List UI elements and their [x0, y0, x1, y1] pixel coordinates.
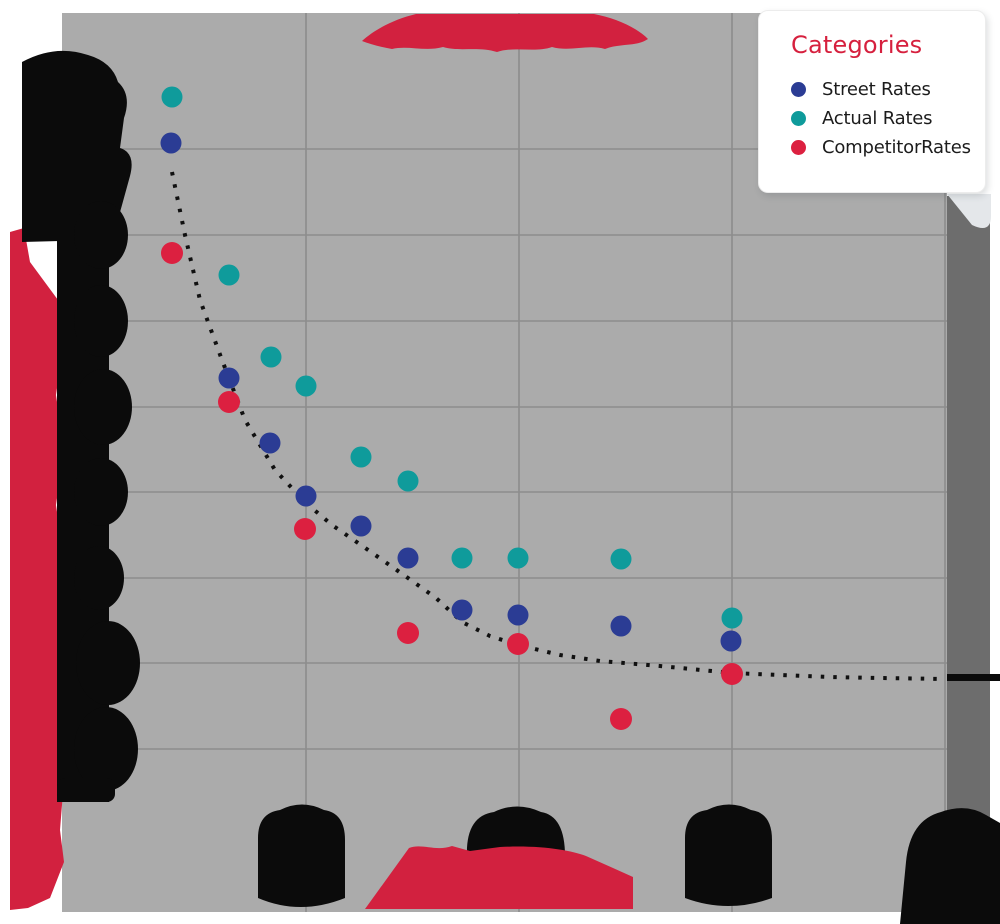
data-point[interactable] [397, 547, 419, 569]
data-point[interactable] [161, 242, 183, 264]
redacted-y-tick-blob [74, 707, 138, 791]
legend-corner-fold [947, 194, 991, 228]
legend-item-label: Actual Rates [822, 108, 933, 129]
redacted-y-tick-blob [74, 201, 128, 269]
data-point[interactable] [720, 630, 742, 652]
redacted-y-tick-blob [74, 369, 132, 445]
data-point[interactable] [721, 663, 743, 685]
data-point[interactable] [507, 633, 529, 655]
data-point[interactable] [610, 615, 632, 637]
data-point[interactable] [451, 547, 473, 569]
data-point[interactable] [721, 607, 743, 629]
data-point[interactable] [451, 599, 473, 621]
legend-item-street-rates[interactable]: Street Rates [791, 75, 985, 104]
data-point[interactable] [218, 264, 240, 286]
actual-rates-dot-icon [791, 111, 806, 126]
data-point[interactable] [295, 485, 317, 507]
legend-title: Categories [791, 31, 923, 59]
redacted-y-tick-blob [76, 621, 140, 705]
legend: Categories Street Rates Actual Rates Com… [758, 10, 986, 193]
data-point[interactable] [218, 367, 240, 389]
legend-item-actual-rates[interactable]: Actual Rates [791, 104, 985, 133]
competitor-rates-dot-icon [791, 140, 806, 155]
data-point[interactable] [160, 132, 182, 154]
gridlines [62, 13, 947, 912]
street-rates-dot-icon [791, 82, 806, 97]
data-point[interactable] [161, 86, 183, 108]
redacted-y-tick-blob [74, 546, 124, 610]
legend-item-competitor-rates[interactable]: CompetitorRates [791, 133, 985, 162]
data-point[interactable] [610, 548, 632, 570]
legend-item-label: CompetitorRates [822, 137, 971, 158]
data-point[interactable] [397, 622, 419, 644]
redacted-y-tick-blob-top [22, 50, 132, 242]
legend-item-label: Street Rates [822, 79, 931, 100]
redacted-chart-title-blob [362, 14, 648, 52]
redacted-x-tick-blob-300 [685, 804, 772, 906]
redacted-x-tick-blob-100 [258, 804, 345, 907]
data-points[interactable] [160, 86, 744, 731]
data-point[interactable] [350, 446, 372, 468]
plot-right-edge-band [947, 196, 990, 912]
data-point[interactable] [610, 708, 632, 730]
redacted-x-axis-title-blob [365, 846, 633, 909]
data-point[interactable] [295, 375, 317, 397]
data-point[interactable] [294, 518, 316, 540]
redacted-y-tick-blob [74, 458, 128, 526]
data-point[interactable] [350, 515, 372, 537]
redacted-x-tick-blob-400 [900, 808, 1000, 924]
data-point[interactable] [397, 470, 419, 492]
redacted-y-axis-title-blob [10, 228, 65, 910]
data-point[interactable] [259, 432, 281, 454]
redacted-y-tick-blob [57, 778, 115, 802]
redacted-y-tick-blob [74, 285, 128, 357]
data-point[interactable] [260, 346, 282, 368]
trendline-solid-extension [947, 674, 1000, 681]
data-point[interactable] [507, 604, 529, 626]
data-point[interactable] [218, 391, 240, 413]
data-point[interactable] [507, 547, 529, 569]
